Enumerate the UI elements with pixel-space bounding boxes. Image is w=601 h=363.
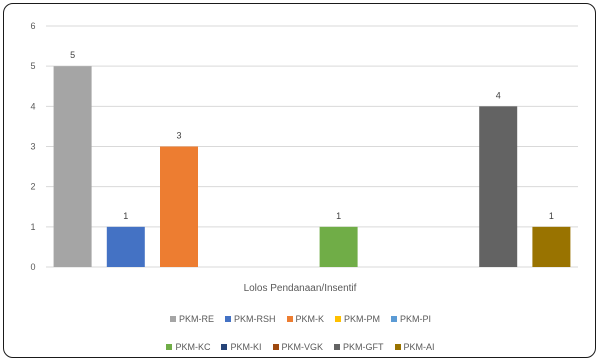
y-tick-label: 4 — [30, 101, 35, 111]
legend-item: PKM-AI — [394, 342, 435, 352]
legend-label: PKM-GFT — [343, 342, 384, 352]
legend-swatch — [272, 344, 279, 350]
legend-swatch — [224, 316, 231, 322]
legend-item: PKM-KC — [166, 342, 210, 352]
data-label: 1 — [123, 211, 128, 221]
legend-swatch — [286, 316, 293, 322]
data-label: 1 — [336, 211, 341, 221]
data-labels: 5 1 3 1 4 1 — [70, 50, 554, 221]
legend-item: PKM-RE — [169, 314, 214, 324]
bar-pkm-k — [160, 146, 198, 267]
legend-label: PKM-RSH — [233, 314, 276, 324]
legend-label: PKM-KI — [230, 342, 262, 352]
legend-swatch — [394, 344, 401, 350]
data-label: 1 — [549, 211, 554, 221]
legend-item: PKM-K — [286, 314, 325, 324]
legend-swatch — [169, 316, 176, 322]
y-tick-label: 5 — [30, 61, 35, 71]
bars — [53, 66, 571, 268]
legend-swatch — [221, 344, 228, 350]
bar-pkm-rsh — [106, 226, 145, 267]
legend-swatch — [334, 344, 341, 350]
legend-label: PKM-KC — [175, 342, 211, 352]
legend-item: PKM-KI — [221, 342, 262, 352]
legend-swatch — [391, 316, 398, 322]
data-label: 4 — [496, 90, 501, 100]
legend-label: PKM-K — [295, 314, 325, 324]
legend-item: PKM-PI — [391, 314, 431, 324]
data-label: 5 — [70, 50, 75, 60]
legend-item: PKM-RSH — [224, 314, 276, 324]
legend-item: PKM-PM — [335, 314, 380, 324]
legend-item: PKM-GFT — [334, 342, 384, 352]
y-tick-label: 0 — [30, 262, 35, 272]
data-label: 3 — [176, 131, 181, 141]
y-tick-label: 3 — [30, 142, 35, 152]
y-axis-ticks: 0 1 2 3 4 5 6 — [30, 21, 35, 272]
bar-pkm-ai — [532, 226, 571, 267]
legend-row-2: PKM-KC PKM-KI PKM-VGK PKM-GFT PKM-AI — [0, 342, 601, 352]
bar-pkm-gft — [479, 106, 518, 267]
legend-swatch — [335, 316, 342, 322]
bar-pkm-re — [53, 66, 92, 268]
x-axis-label: Lolos Pendanaan/Insentif — [244, 283, 357, 294]
legend-label: PKM-AI — [403, 342, 435, 352]
legend-label: PKM-PI — [400, 314, 432, 324]
bar-pkm-kc — [319, 226, 358, 267]
legend-label: PKM-VGK — [281, 342, 324, 352]
y-tick-label: 2 — [30, 182, 35, 192]
legend-label: PKM-RE — [178, 314, 214, 324]
y-tick-label: 6 — [30, 21, 35, 31]
legend-label: PKM-PM — [344, 314, 381, 324]
legend-row-1: PKM-RE PKM-RSH PKM-K PKM-PM PKM-PI — [0, 314, 601, 324]
legend-swatch — [166, 344, 173, 350]
y-tick-label: 1 — [30, 222, 35, 232]
legend-item: PKM-VGK — [272, 342, 324, 352]
